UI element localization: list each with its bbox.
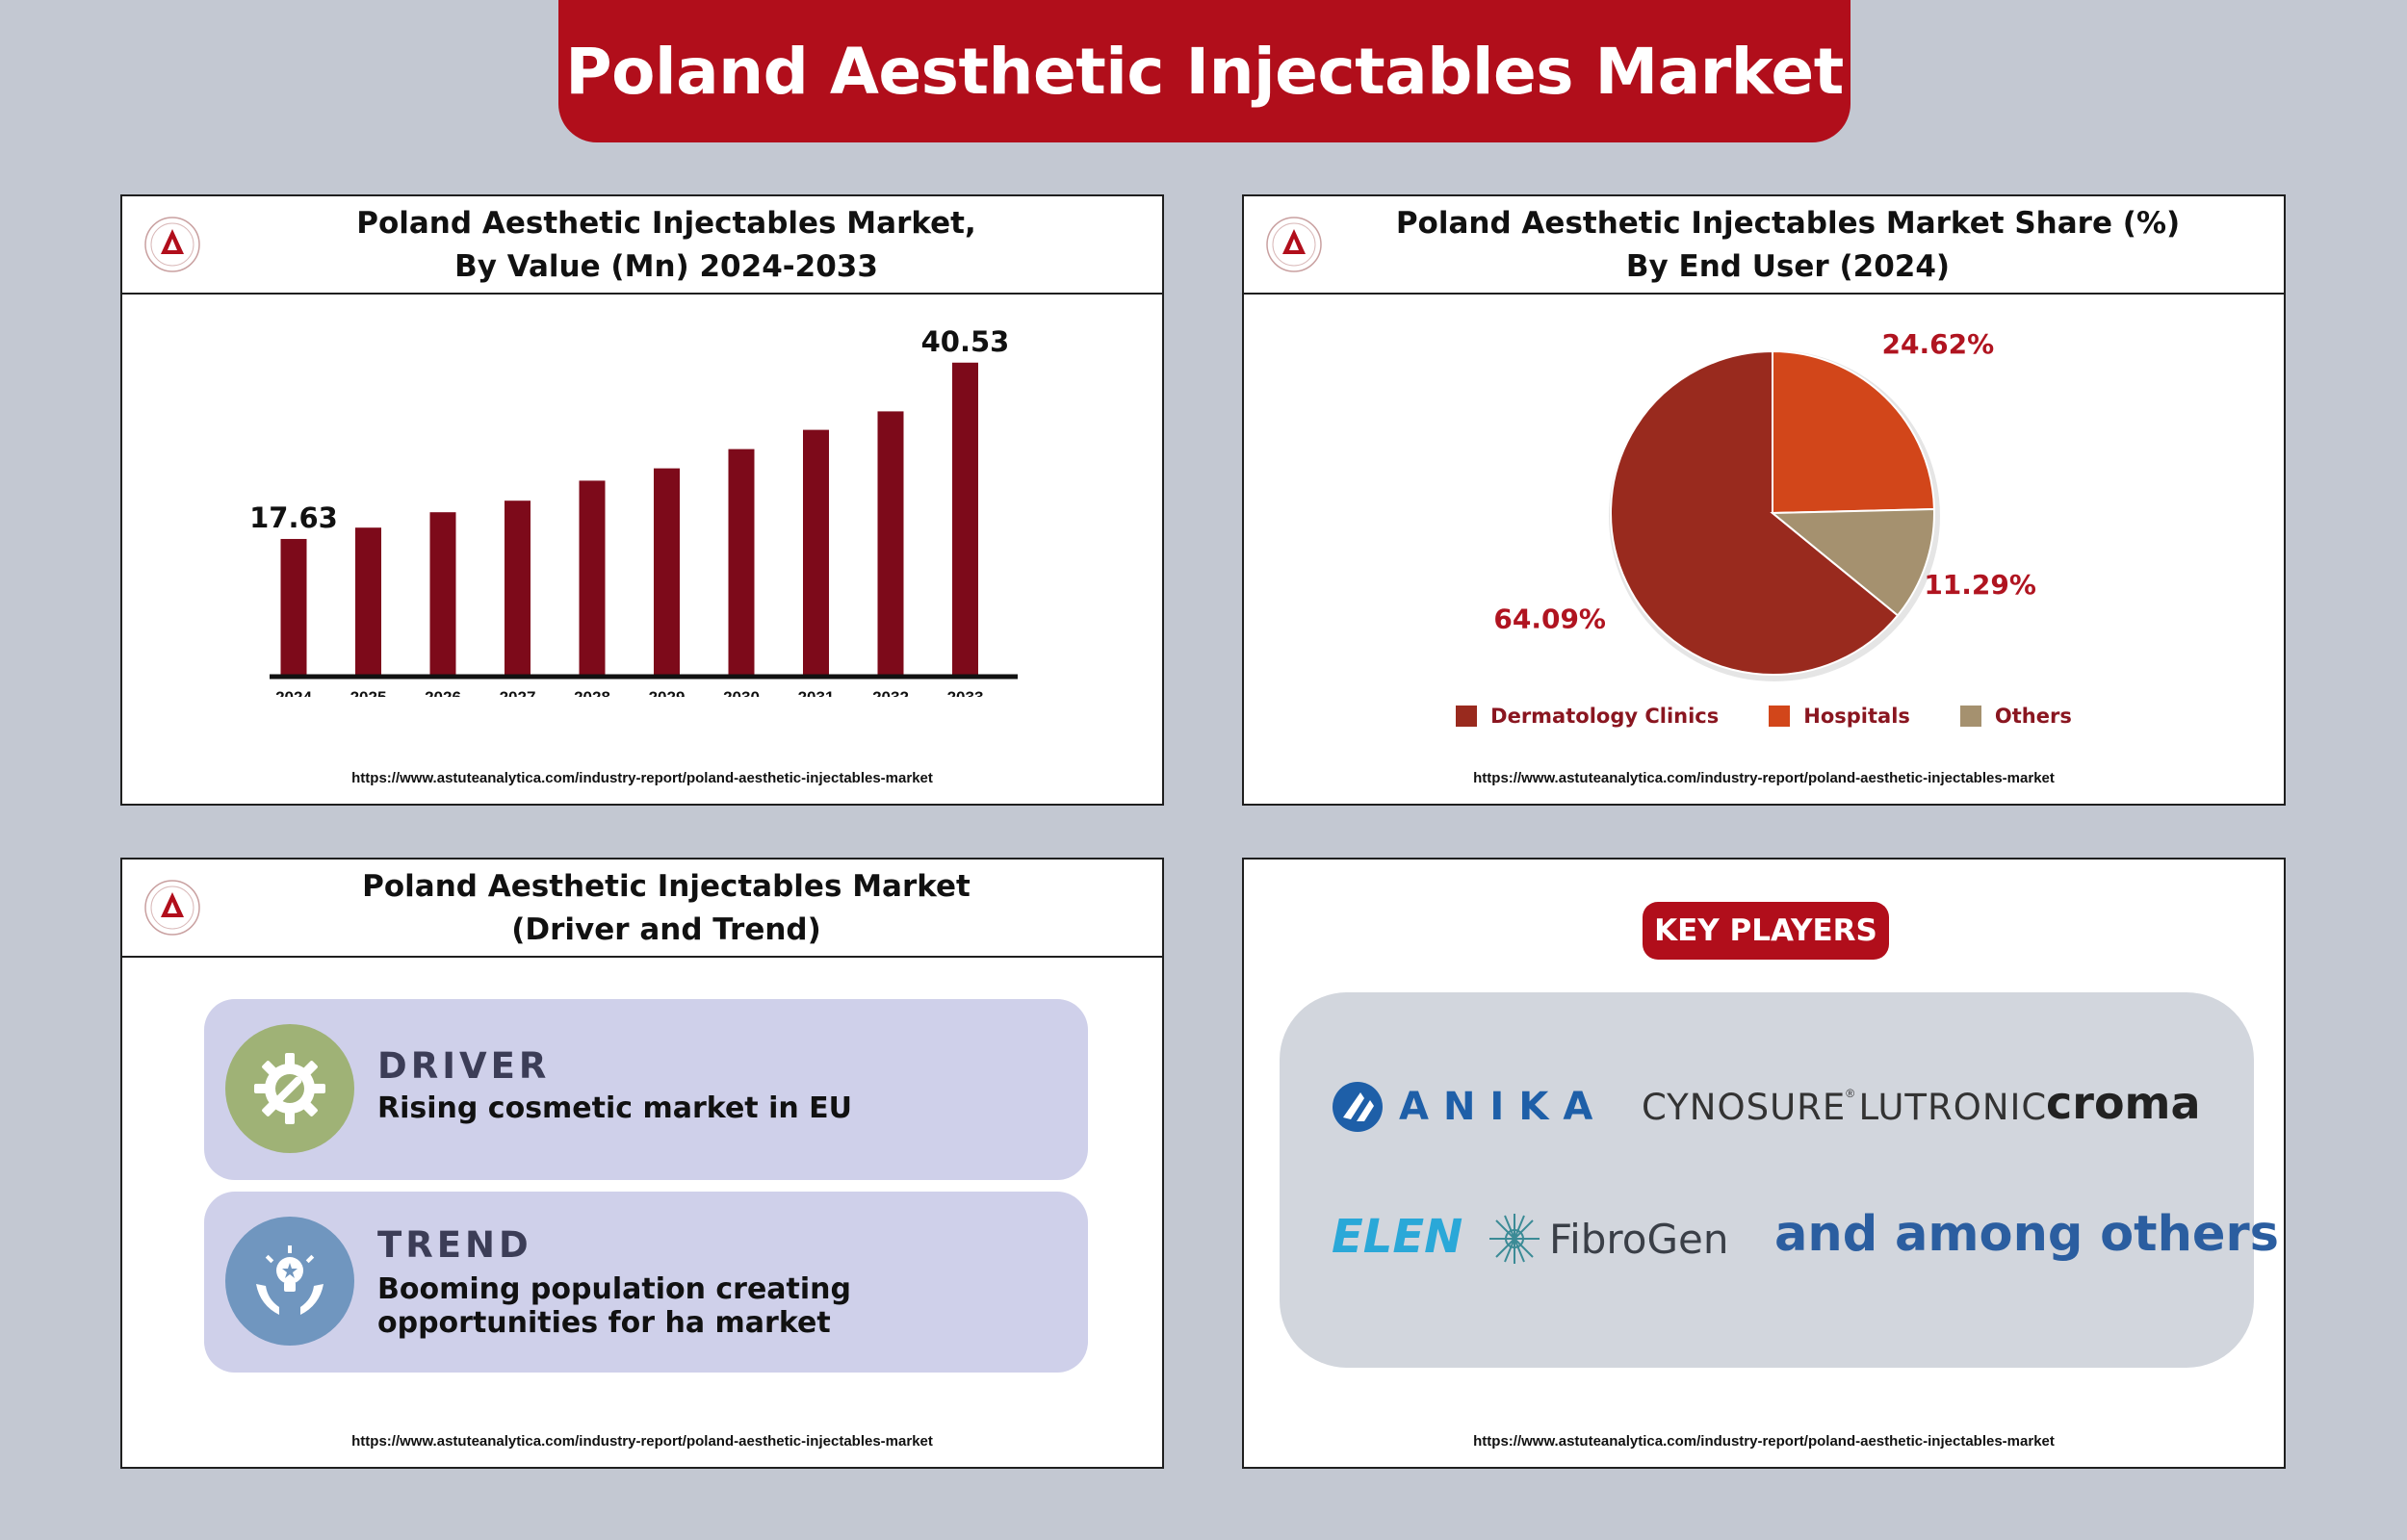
trend-text: Booming population creating opportunitie… [377,1272,852,1340]
x-tick-label: 2030 [723,688,760,697]
player-cynosure-lutronic: CYNOSURE® LUTRONIC [1642,1087,2047,1128]
bar-chart-title: Poland Aesthetic Injectables Market, By … [199,202,1133,289]
pie-slice-dermatology-clinics [1610,349,1900,676]
pie-chart-title-line1: Poland Aesthetic Injectables Market Shar… [1395,206,2181,241]
legend-item-hospitals: Hospitals [1769,705,1910,728]
x-tick-label: 2032 [872,688,909,697]
bar-2032 [877,411,904,675]
pie-chart-title-line2: By End User (2024) [1625,249,1951,284]
pie-slice-hospitals [1772,349,1935,515]
astute-analytica-logo [1266,217,1322,272]
legend-label: Hospitals [1803,705,1910,728]
bar-2028 [579,480,606,675]
player-name: FibroGen [1549,1215,1729,1263]
bar-2031 [803,429,829,675]
pie-value-label: 11.29% [1924,569,2036,601]
hands-lightbulb-icon [225,1217,354,1346]
trend-card: TREND Booming population creating opport… [204,1192,1088,1373]
bar-2029 [654,468,680,675]
bar-2024 [280,538,307,675]
source-url[interactable]: https://www.astuteanalytica.com/industry… [351,1433,933,1450]
x-tick-label: 2029 [649,688,686,697]
source-url[interactable]: https://www.astuteanalytica.com/industry… [1473,770,2055,786]
player-fibrogen: FibroGen [1488,1212,1728,1266]
fibrogen-logo-icon [1489,1214,1540,1264]
pie-chart-panel: Poland Aesthetic Injectables Market Shar… [1242,194,2286,806]
x-tick-label: 2033 [947,688,984,697]
player-name: ELEN [1332,1210,1463,1264]
astute-analytica-logo [144,217,200,272]
bar-data-label: 40.53 [921,325,1010,358]
driver-text: Rising cosmetic market in EU [377,1091,853,1125]
bar-2025 [355,527,381,675]
bar-chart: 2024 17.63 2025 2026 2027 2028 2029 2030 2031 203… [249,325,1018,697]
pie-value-label: 24.62% [1882,328,1995,360]
player-elen: ELEN [1332,1210,1462,1264]
key-players-panel: KEY PLAYERS ANIKA CYNOSURE® LUTRONIC cro… [1242,858,2286,1469]
panel-header: Poland Aesthetic Injectables Market Shar… [1244,196,2284,295]
legend-swatch [1456,706,1478,727]
driver-heading: DRIVER [377,1045,551,1087]
driver-trend-title-line2: (Driver and Trend) [511,912,821,947]
legend-label: Dermatology Clinics [1490,705,1720,728]
player-name: ANIKA [1399,1085,1608,1129]
bar-2026 [429,512,456,675]
bar-2030 [728,449,755,675]
others-text: and among others [1774,1206,2279,1263]
player-croma: croma [2046,1077,2201,1129]
pie-legend: Dermatology Clinics Hospitals Others [1244,705,2284,728]
anika-logo-icon [1333,1082,1383,1132]
driver-trend-title-line1: Poland Aesthetic Injectables Market [362,869,971,904]
source-url[interactable]: https://www.astuteanalytica.com/industry… [1473,1433,2055,1450]
legend-swatch [1769,706,1791,727]
trend-heading: TREND [377,1224,532,1266]
player-anika: ANIKA [1332,1081,1607,1133]
player-name: croma [2046,1077,2201,1129]
pie-slice-others [1770,507,1935,617]
source-url[interactable]: https://www.astuteanalytica.com/industry… [351,770,933,786]
key-players-heading: KEY PLAYERS [1643,902,1889,960]
x-tick-label: 2026 [425,688,461,697]
page-title: Poland Aesthetic Injectables Market [565,34,1844,109]
player-name-cynosure: CYNOSURE [1642,1087,1847,1128]
pie-value-label: 64.09% [1493,603,1606,635]
legend-swatch [1959,706,1981,727]
driver-card: DRIVER Rising cosmetic market in EU [204,999,1088,1180]
player-name-lutronic: LUTRONIC [1858,1087,2048,1128]
x-tick-label: 2031 [798,688,835,697]
panel-header: Poland Aesthetic Injectables Market (Dri… [122,860,1162,958]
driver-trend-panel: Poland Aesthetic Injectables Market (Dri… [120,858,1164,1469]
panel-header: Poland Aesthetic Injectables Market, By … [122,196,1162,295]
astute-analytica-logo [144,880,200,936]
legend-item-others: Others [1959,705,2072,728]
bar-data-label: 17.63 [249,501,338,534]
x-tick-label: 2025 [350,688,387,697]
bar-chart-panel: Poland Aesthetic Injectables Market, By … [120,194,1164,806]
player-others: and among others [1774,1206,2279,1263]
x-tick-label: 2024 [275,688,312,697]
bar-2033 [952,362,978,675]
bar-chart-title-line2: By Value (Mn) 2024-2033 [454,249,878,284]
bar-2027 [505,500,531,675]
title-banner: Poland Aesthetic Injectables Market [558,0,1851,142]
registered-mark: ® [1846,1087,1855,1100]
x-tick-label: 2028 [574,688,610,697]
x-tick-label: 2027 [500,688,536,697]
legend-label: Others [1994,705,2072,728]
bar-chart-title-line1: Poland Aesthetic Injectables Market, [356,206,976,241]
pie-chart: 64.09% 24.62% 11.29% [1493,328,2036,681]
key-players-box: ANIKA CYNOSURE® LUTRONIC croma ELEN [1280,992,2279,1368]
gear-wrench-icon [225,1024,354,1153]
driver-trend-title: Poland Aesthetic Injectables Market (Dri… [199,865,1133,952]
legend-item-dermatology: Dermatology Clinics [1456,705,1719,728]
pie-chart-title: Poland Aesthetic Injectables Market Shar… [1321,202,2255,289]
